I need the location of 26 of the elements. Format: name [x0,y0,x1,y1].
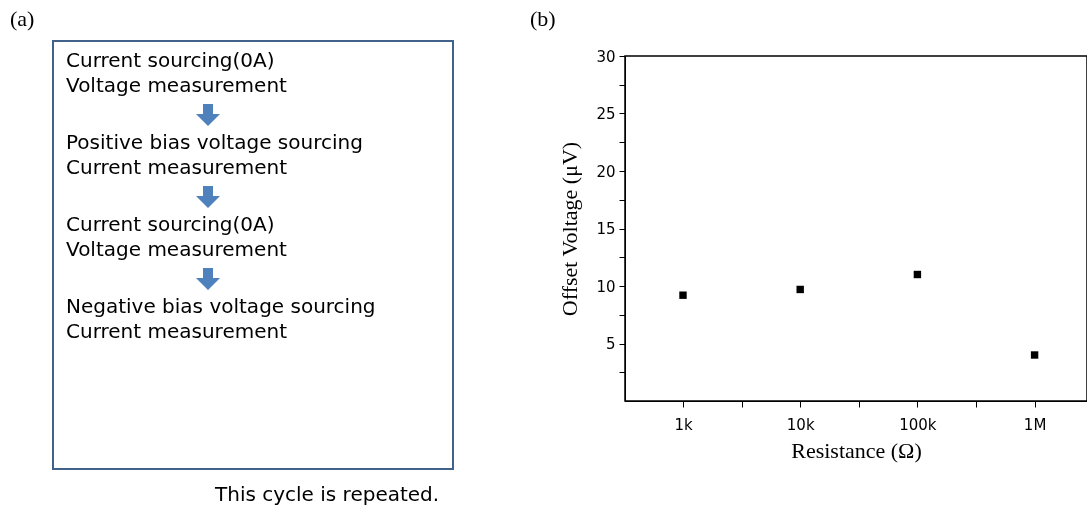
point [1030,351,1039,359]
text: Voltage measurement [66,73,288,98]
text: Current measurement [66,155,288,180]
y-tick-label: 20 [596,162,616,181]
text: Voltage measurement [66,237,288,262]
text: Current sourcing(0A) [66,212,276,237]
text: Negative bias voltage sourcing [66,294,377,319]
x-tick-label: 1M [1023,415,1047,434]
point [679,291,687,299]
text: Current sourcing(0A) [66,48,276,73]
text: This cycle is repeated. [215,482,440,506]
x-tick-label: 10k [786,415,815,434]
y-tick-label: 15 [596,220,616,238]
y-tick-label: 25 [596,105,616,123]
text: Positive bias voltage sourcing [66,130,364,155]
x-tick-label: 1k [674,415,693,434]
point [796,285,804,294]
x-tick-label: 100k [899,415,937,434]
chart-title: (b) [530,6,556,31]
y-tick-label: 30 [596,47,616,66]
y-tick-label: 5 [605,335,616,353]
text: (a) [10,6,35,32]
y-axis-title: Offset Voltage (μV) [557,141,583,317]
y-tick-label: 10 [596,277,616,296]
x-axis-title: Resistance (Ω) [791,437,922,463]
text: Current measurement [66,319,288,344]
